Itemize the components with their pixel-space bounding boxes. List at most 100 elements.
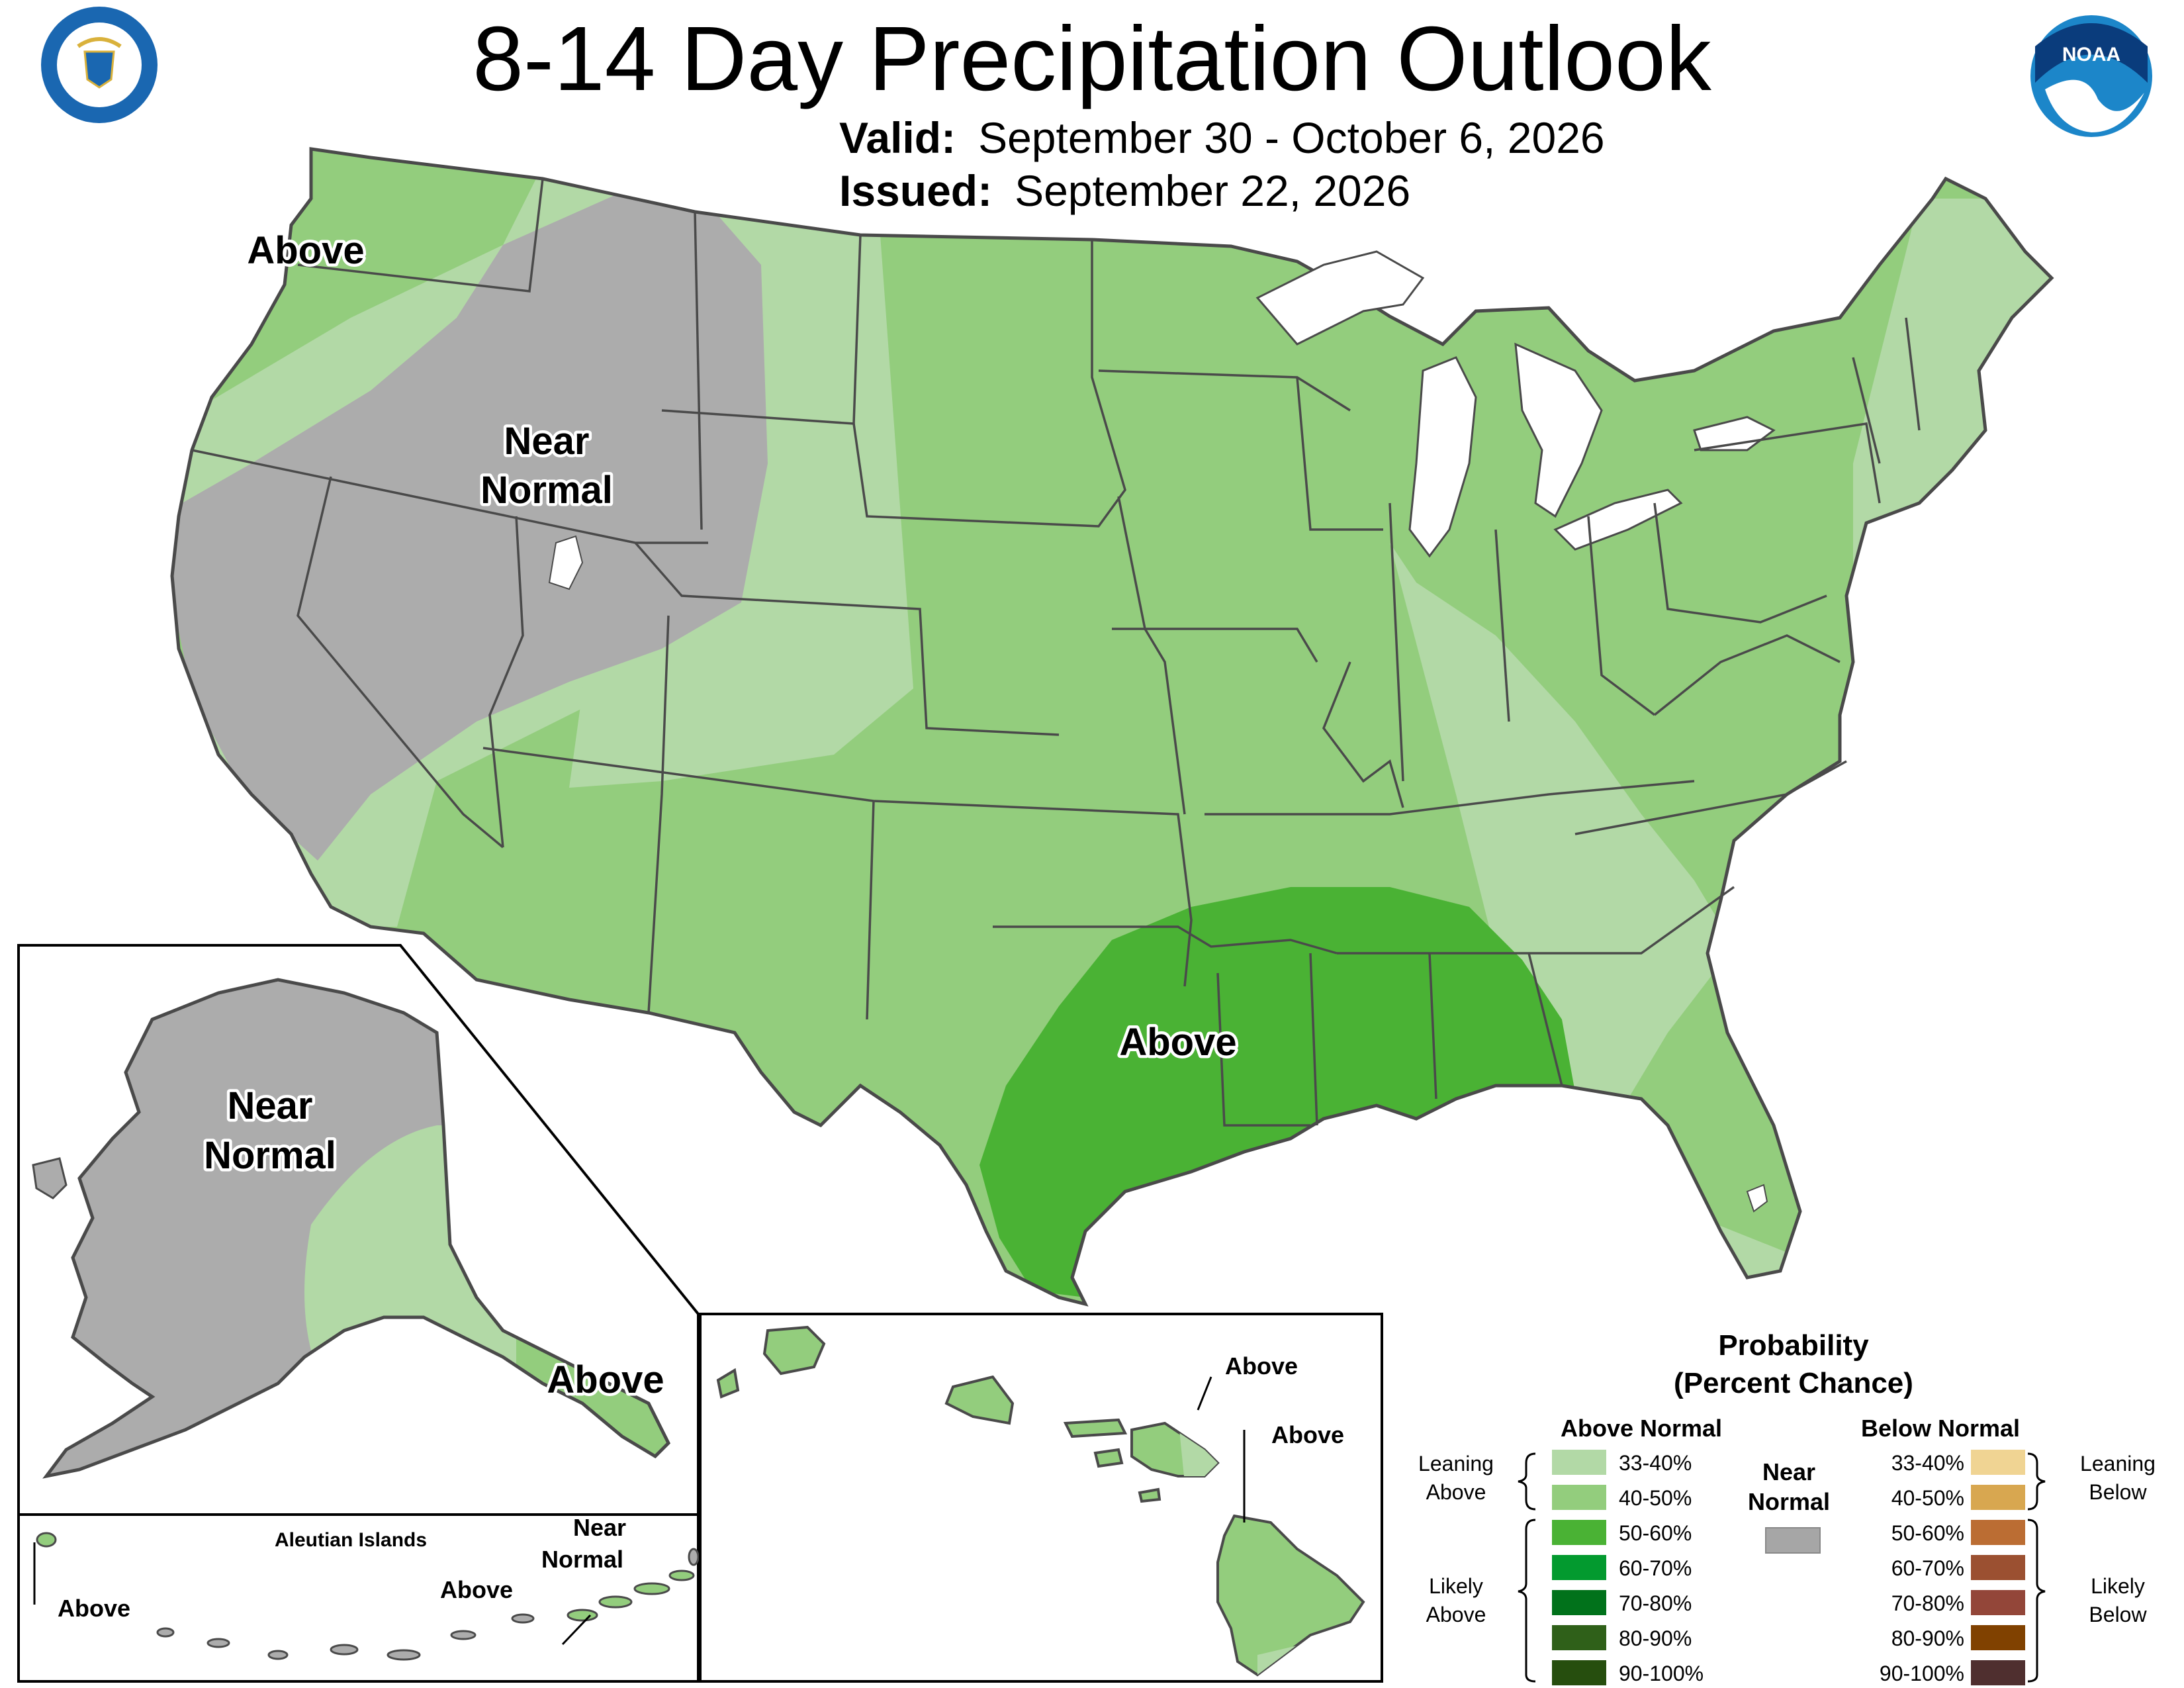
legend-below-label-4: 70-80% — [1891, 1591, 1964, 1615]
legend-bracket-leaning-above — [1518, 1452, 1536, 1511]
legend-below-label-3: 60-70% — [1891, 1556, 1964, 1580]
aleutian-label-near: Near — [573, 1514, 626, 1541]
aleutian-label-above-right: Above — [440, 1576, 513, 1603]
legend-below-swatch-0 — [1971, 1450, 2025, 1475]
legend-bracket-leaning-below — [2027, 1452, 2046, 1511]
legend-above-swatch-1 — [1552, 1485, 1606, 1510]
lanai — [1093, 1448, 1124, 1468]
legend-leaning-above-1: Leaning — [1418, 1452, 1494, 1476]
oahu — [944, 1375, 1015, 1425]
label-south-above: Above — [1119, 1021, 1236, 1064]
legend-above-label-2: 50-60% — [1619, 1521, 1692, 1545]
aleutian-title: Aleutian Islands — [275, 1529, 427, 1551]
legend-above-swatch-4 — [1552, 1590, 1606, 1615]
label-near-normal-line2: Normal — [480, 469, 613, 512]
legend-below-swatch-3 — [1971, 1555, 2025, 1580]
alaska-inset: Near Normal Above — [17, 944, 700, 1516]
noaa-logo-top — [2035, 23, 2148, 83]
legend-above-header: Above Normal — [1561, 1415, 1722, 1442]
alaska-label-normal: Normal — [204, 1134, 336, 1177]
conus-labels: Above Near Normal Above — [244, 226, 1240, 1067]
legend-above-swatch-3 — [1552, 1555, 1606, 1580]
legend-below-swatches: 33-40% 40-50% 50-60% 60-70% 70-80% 80-90% 90-1… — [1880, 1450, 2025, 1685]
noaa-logo-gull — [2045, 79, 2144, 132]
legend-below-label-1: 40-50% — [1891, 1486, 1964, 1510]
legend-above-label-1: 40-50% — [1619, 1486, 1692, 1510]
aleutian-label-above-left: Above — [58, 1595, 130, 1622]
label-near-normal-line1: Near — [504, 420, 590, 463]
legend-title-1: Probability — [1718, 1329, 1869, 1362]
hawaii-inset: Above Above — [699, 1313, 1383, 1683]
valid-label: Valid: — [839, 113, 956, 162]
legend-likely-above-1: Likely — [1429, 1574, 1483, 1598]
legend-leaning-below-2: Below — [2089, 1480, 2147, 1504]
legend-leaning-below-1: Leaning — [2080, 1452, 2156, 1476]
kahoolawe — [1138, 1487, 1161, 1503]
valid-value: September 30 - October 6, 2026 — [978, 113, 1605, 162]
noaa-logo: NOAA — [2030, 15, 2152, 137]
legend-above-swatches: 33-40% 40-50% 50-60% 60-70% 70-80% 80-90% 90-1… — [1552, 1450, 1704, 1685]
legend-leaning-above-2: Above — [1426, 1480, 1486, 1504]
legend-near-swatch — [1765, 1527, 1821, 1554]
aleutian-inset: Aleutian Islands Above Above — [17, 1513, 700, 1683]
issued-value: September 22, 2026 — [1015, 166, 1411, 215]
lake-huron — [1514, 342, 1603, 518]
legend-above-swatch-5 — [1552, 1625, 1606, 1650]
legend-near-label-2: Normal — [1748, 1488, 1830, 1515]
aleutian-islands-above — [36, 1532, 695, 1622]
legend-above-label-0: 33-40% — [1619, 1451, 1692, 1475]
aleutian-islands — [156, 1548, 700, 1661]
legend-below-swatch-2 — [1971, 1520, 2025, 1545]
lake-erie — [1553, 489, 1683, 551]
legend-likely-below-2: Below — [2089, 1603, 2147, 1626]
legend-below-header: Below Normal — [1861, 1415, 2020, 1442]
legend-near-label-1: Near — [1762, 1458, 1815, 1485]
legend-above-swatch-0 — [1552, 1450, 1606, 1475]
legend-bracket-likely-below — [2027, 1519, 2046, 1683]
legend-below-swatch-5 — [1971, 1625, 2025, 1650]
aleutian-label-normal: Normal — [541, 1546, 623, 1573]
valid-line: Valid: September 30 - October 6, 2026 — [839, 113, 1605, 163]
legend-above-label-5: 80-90% — [1619, 1626, 1692, 1650]
niihau — [716, 1368, 740, 1399]
st-lawrence-island — [32, 1157, 68, 1199]
legend-below-swatch-4 — [1971, 1590, 2025, 1615]
legend-above-label-4: 70-80% — [1619, 1591, 1692, 1615]
doc-seal-shield — [83, 50, 115, 89]
legend-above-label-6: 90-100% — [1619, 1662, 1704, 1685]
legend-below-label-5: 80-90% — [1891, 1626, 1964, 1650]
state-borders — [191, 178, 1921, 1127]
legend-above-swatch-6 — [1552, 1660, 1606, 1685]
legend-title-2: (Percent Chance) — [1674, 1367, 1913, 1399]
legend-below-label-6: 90-100% — [1880, 1662, 1964, 1685]
legend-below-swatch-6 — [1971, 1660, 2025, 1685]
legend-below-label-0: 33-40% — [1891, 1451, 1964, 1475]
region-near-normal-west — [172, 192, 768, 861]
legend: Probability (Percent Chance) Above Norma… — [1418, 1329, 2156, 1685]
issued-label: Issued: — [839, 166, 993, 215]
alaska-label-near: Near — [228, 1084, 313, 1127]
lake-michigan — [1408, 356, 1477, 558]
issued-line: Issued: September 22, 2026 — [839, 165, 1410, 216]
alaska-label-above: Above — [547, 1358, 664, 1401]
hawaii-label-above-1: Above — [1225, 1352, 1298, 1380]
lake-okeechobee — [1746, 1184, 1768, 1213]
legend-bracket-likely-above — [1518, 1519, 1536, 1683]
legend-likely-below-1: Likely — [2091, 1574, 2145, 1598]
legend-below-label-2: 50-60% — [1891, 1521, 1964, 1545]
noaa-logo-text: NOAA — [2062, 44, 2120, 66]
alaska-outline — [42, 978, 671, 1479]
legend-above-label-3: 60-70% — [1619, 1556, 1692, 1580]
hawaii-label-above-2: Above — [1271, 1421, 1344, 1448]
page-title: 8-14 Day Precipitation Outlook — [473, 8, 1711, 110]
legend-likely-above-2: Above — [1426, 1603, 1486, 1626]
lake-superior — [1255, 250, 1425, 346]
aleutian-frame — [17, 1513, 700, 1683]
aleutian-above-right-pointer — [561, 1614, 592, 1646]
legend-above-swatch-2 — [1552, 1520, 1606, 1545]
doc-seal-eagle — [77, 37, 122, 48]
kauai — [762, 1325, 826, 1376]
great-salt-lake — [548, 535, 584, 590]
molokai — [1063, 1418, 1128, 1438]
